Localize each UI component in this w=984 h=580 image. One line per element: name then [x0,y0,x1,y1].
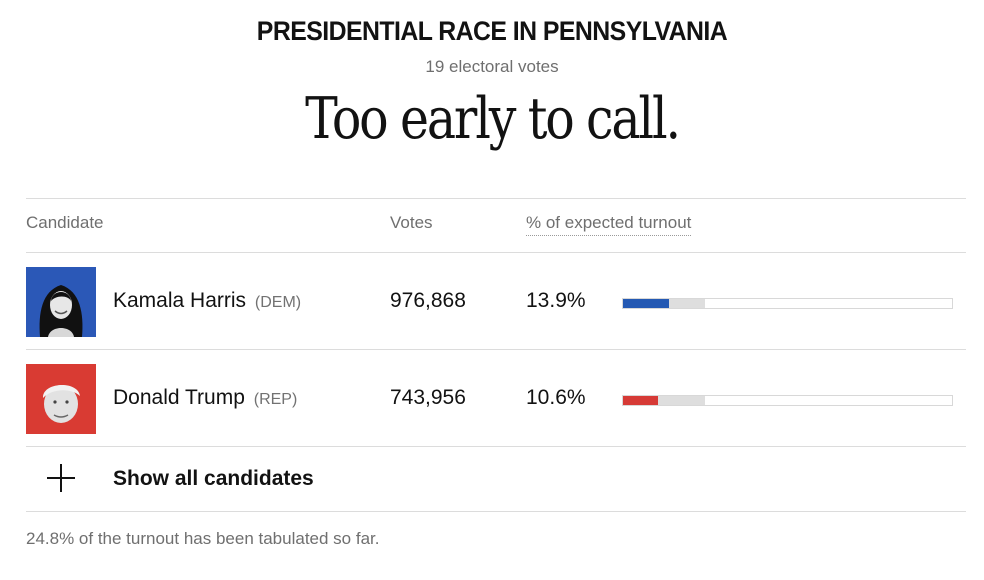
candidate-votes: 743,956 [390,386,466,409]
candidate-votes: 976,868 [390,289,466,312]
candidate-name-text: Kamala Harris [113,289,247,312]
candidate-name: Kamala Harris (DEM) [113,289,301,313]
show-all-candidates-label[interactable]: Show all candidates [113,467,314,490]
turnout-bar-tabulated [623,396,705,405]
show-all-candidates-button[interactable]: Show all candidates [26,447,966,511]
candidate-photo-trump [26,364,96,434]
divider [26,446,966,447]
turnout-bar [622,298,953,309]
divider [26,511,966,512]
candidate-name: Donald Trump (REP) [113,386,297,410]
candidate-row-trump: Donald Trump (REP) 743,956 10.6% [26,350,966,447]
plus-icon[interactable] [47,464,75,492]
divider [26,252,966,253]
candidate-turnout-pct: 10.6% [526,386,586,409]
race-status-headline: Too early to call. [305,86,681,152]
candidate-party: (REP) [253,391,298,408]
tabulation-footnote: 24.8% of the turnout has been tabulated … [26,529,380,548]
candidate-photo-harris [26,267,96,337]
turnout-bar [622,395,953,406]
turnout-header-label[interactable]: % of expected turnout [526,213,692,236]
candidate-party: (DEM) [254,294,302,311]
candidate-turnout-pct: 13.9% [526,289,586,312]
column-header-votes: Votes [390,213,433,232]
candidate-name-text: Donald Trump [113,386,245,409]
candidate-row-harris: Kamala Harris (DEM) 976,868 13.9% [26,253,966,350]
column-header-candidate: Candidate [26,213,104,232]
turnout-bar-fill [623,396,658,405]
divider [26,198,966,199]
turnout-bar-fill [623,299,669,308]
column-header-turnout[interactable]: % of expected turnout [526,213,692,236]
race-title: PRESIDENTIAL RACE IN PENNSYLVANIA [256,16,728,46]
divider [26,349,966,350]
electoral-votes: 19 electoral votes [425,57,559,76]
